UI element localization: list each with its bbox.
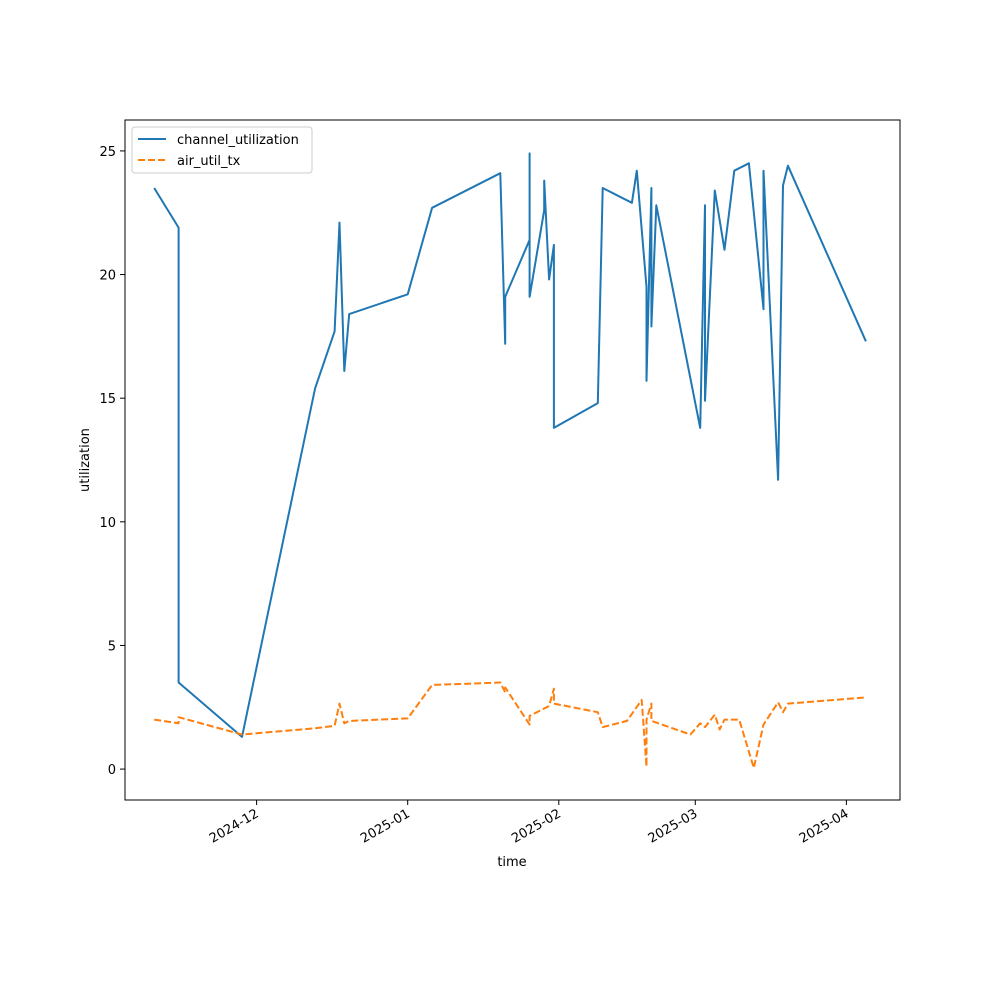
- y-tick-label: 20: [99, 269, 116, 284]
- legend: channel_utilization air_util_tx: [131, 126, 313, 174]
- legend-label-channel-utilization: channel_utilization: [177, 133, 299, 148]
- x-axis-label: time: [497, 855, 526, 870]
- y-tick-label: 25: [99, 145, 116, 160]
- y-axis: 0 5 10 15 20 25: [99, 145, 125, 778]
- series-line-channel-utilization: [153, 152, 867, 738]
- plot-frame: [124, 119, 901, 801]
- legend-box: [131, 126, 313, 174]
- y-axis-label: utilization: [78, 428, 93, 492]
- y-tick-label: 5: [108, 639, 116, 654]
- y-tick-label: 0: [108, 763, 116, 778]
- series-layer: [153, 152, 867, 769]
- legend-label-air-util-tx: air_util_tx: [177, 154, 241, 169]
- series-line-air-util-tx: [154, 681, 866, 769]
- y-tick-label: 10: [99, 516, 116, 531]
- y-tick-label: 15: [99, 392, 116, 407]
